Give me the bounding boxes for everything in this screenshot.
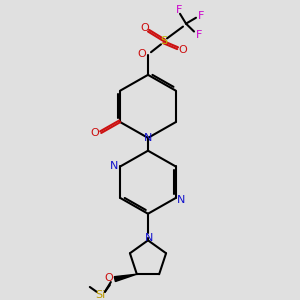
- Text: F: F: [196, 31, 202, 40]
- Text: O: O: [141, 22, 149, 33]
- Text: O: O: [91, 128, 100, 138]
- Text: N: N: [144, 133, 152, 143]
- Polygon shape: [114, 274, 137, 281]
- Text: O: O: [138, 49, 146, 59]
- Text: N: N: [145, 233, 153, 243]
- Text: F: F: [198, 11, 204, 21]
- Text: N: N: [176, 195, 185, 205]
- Text: F: F: [176, 5, 182, 15]
- Text: S: S: [160, 36, 168, 46]
- Text: O: O: [104, 273, 113, 283]
- Text: O: O: [178, 45, 188, 55]
- Text: N: N: [110, 161, 118, 172]
- Text: Si: Si: [96, 290, 106, 300]
